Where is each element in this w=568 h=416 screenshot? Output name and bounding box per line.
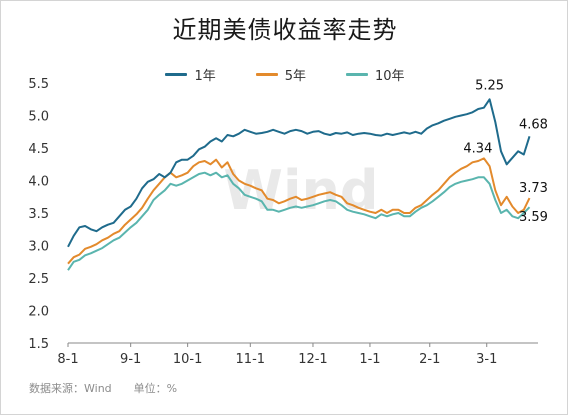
x-tick-label: 8-1: [57, 352, 78, 367]
x-tick-label: 2-1: [419, 352, 440, 367]
legend-label-1y: 1年: [194, 69, 216, 84]
legend-swatch-10y: [346, 73, 368, 76]
legend-swatch-5y: [255, 73, 278, 76]
y-tick-label: 5.5: [28, 77, 49, 92]
x-tick-label: 1-1: [359, 352, 380, 367]
y-tick-label: 4.5: [28, 142, 49, 157]
y-tick-label: 4.0: [28, 175, 49, 190]
y-tick-label: 3.5: [28, 207, 49, 222]
y-tick-label: 2.5: [28, 272, 49, 287]
x-tick-label: 9-1: [120, 352, 141, 367]
data-label: 5.25: [475, 78, 504, 93]
x-tick-label: 10-1: [173, 352, 203, 367]
series-line: [67, 157, 531, 265]
series-line: [67, 98, 531, 248]
x-tick-label: 3-1: [476, 352, 497, 367]
data-label: 3.73: [519, 181, 548, 196]
legend: 1年 5年 10年: [1, 65, 568, 84]
chart-title: 近期美债收益率走势: [172, 16, 398, 44]
legend-label-5y: 5年: [284, 69, 306, 84]
data-label: 3.59: [519, 210, 548, 225]
legend-item-10y: 10年: [346, 65, 405, 84]
x-tick-label: 11-1: [236, 352, 266, 367]
legend-item-1y: 1年: [165, 65, 216, 84]
y-tick-label: 3.0: [28, 240, 49, 255]
y-tick-label: 2.0: [28, 305, 49, 320]
legend-item-5y: 5年: [255, 65, 306, 84]
legend-swatch-1y: [165, 73, 188, 76]
x-tick-label: 12-1: [298, 352, 328, 367]
series-lines: [67, 98, 531, 271]
annotations: 5.25 4.68 4.34 3.73 3.59: [463, 78, 548, 225]
source-note: 数据来源：Wind 单位：%: [29, 382, 178, 395]
axes: 1.5 2.0 2.5 3.0 3.5 4.0 4.5 5.0 5.5 8-1 9-1 10-1 11-…: [28, 77, 538, 367]
legend-label-10y: 10年: [375, 69, 405, 84]
y-tick-label: 1.5: [28, 337, 49, 352]
data-label: 4.68: [519, 117, 548, 132]
series-line: [67, 171, 531, 271]
y-tick-label: 5.0: [28, 110, 49, 125]
data-label: 4.34: [463, 141, 492, 156]
